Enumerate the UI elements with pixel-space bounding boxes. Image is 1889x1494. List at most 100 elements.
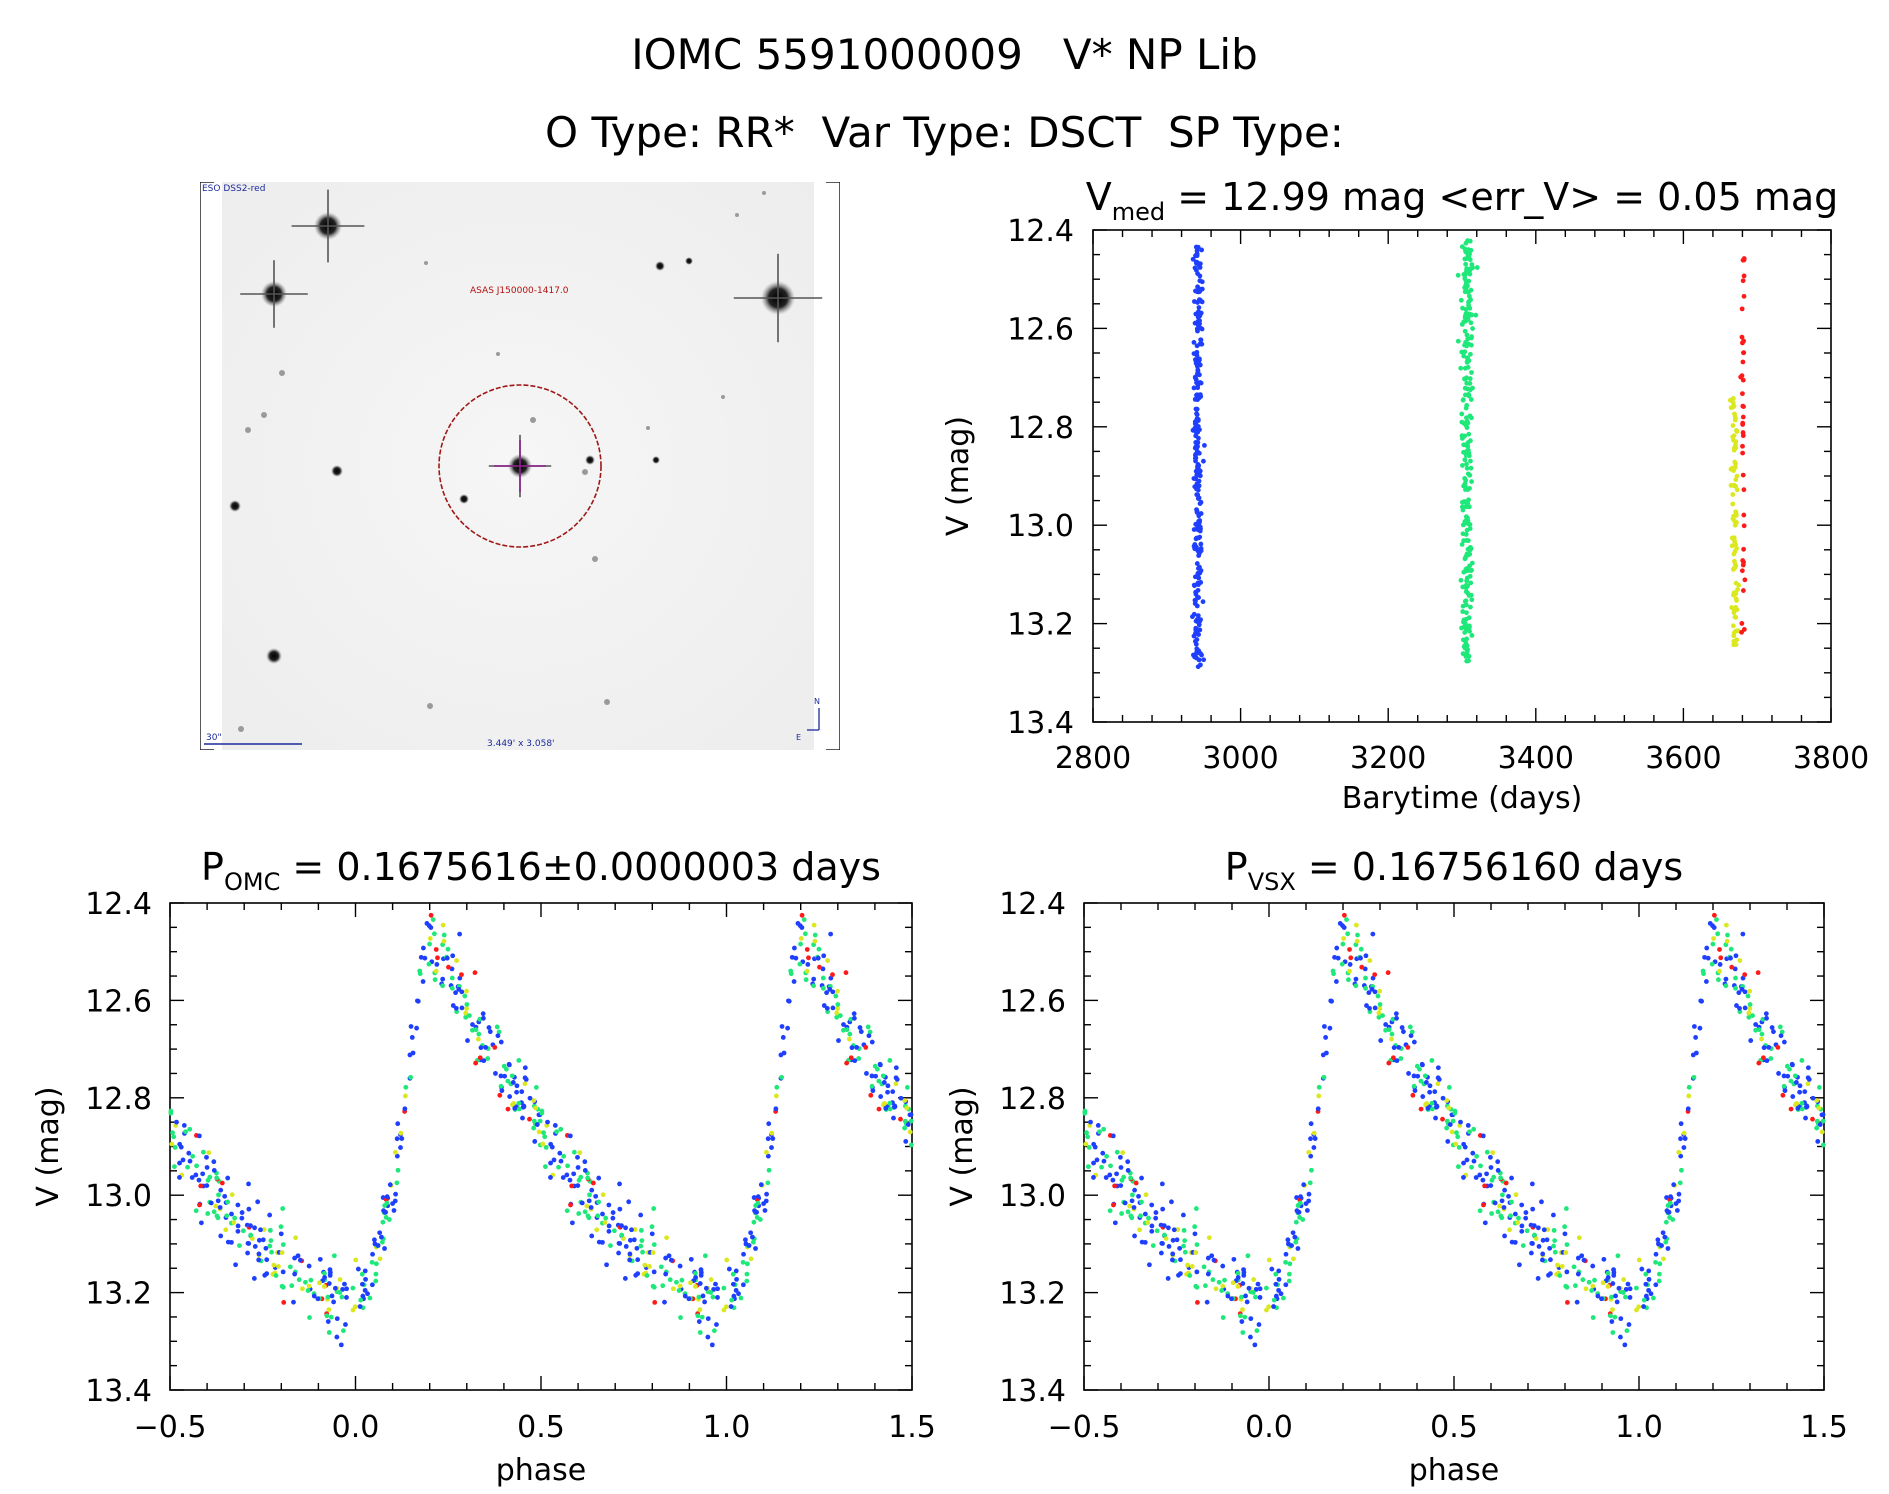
data-point xyxy=(1461,624,1467,630)
data-point xyxy=(464,988,469,994)
data-point xyxy=(1702,954,1707,960)
data-point xyxy=(1591,1286,1597,1292)
data-point xyxy=(1193,420,1199,426)
data-point xyxy=(1132,1233,1137,1239)
data-point xyxy=(1194,248,1200,254)
data-point xyxy=(890,1089,896,1095)
data-point xyxy=(1592,1277,1597,1283)
data-point xyxy=(1468,287,1474,293)
data-point xyxy=(1734,487,1740,493)
data-point xyxy=(638,1243,644,1249)
data-point xyxy=(1563,1283,1569,1289)
data-point xyxy=(531,1125,537,1131)
data-point xyxy=(1465,583,1470,589)
data-point xyxy=(753,1246,758,1251)
y-tick-label: 13.0 xyxy=(999,1179,1066,1214)
data-point xyxy=(473,1027,479,1033)
data-point xyxy=(1198,546,1204,551)
data-point xyxy=(1659,1243,1664,1248)
data-point xyxy=(1761,1057,1767,1063)
data-point xyxy=(1484,1149,1490,1155)
data-point xyxy=(1125,1159,1131,1165)
data-point xyxy=(224,1213,230,1219)
data-point xyxy=(261,1227,267,1232)
data-point xyxy=(480,1015,486,1021)
data-point xyxy=(395,1167,401,1173)
data-point xyxy=(1358,955,1363,961)
data-point xyxy=(395,1121,401,1127)
data-point xyxy=(773,1093,779,1099)
data-point xyxy=(667,1277,673,1283)
data-point xyxy=(1199,341,1205,347)
data-point xyxy=(873,1073,879,1079)
data-point xyxy=(521,1103,527,1109)
data-point xyxy=(331,1299,336,1305)
data-point xyxy=(571,1183,577,1189)
faint-star xyxy=(245,427,251,433)
data-point xyxy=(692,1269,698,1275)
data-point xyxy=(804,968,810,974)
data-point xyxy=(1605,1275,1611,1280)
data-point xyxy=(1741,350,1747,356)
data-point xyxy=(369,1282,375,1288)
data-point xyxy=(1536,1244,1542,1249)
data-point xyxy=(553,1130,558,1136)
data-point xyxy=(1471,1126,1477,1132)
data-point xyxy=(604,1262,609,1268)
data-point xyxy=(1461,319,1467,325)
data-point xyxy=(1330,968,1336,974)
data-point xyxy=(1465,420,1471,426)
data-point xyxy=(1197,273,1203,279)
data-point xyxy=(1257,1295,1263,1300)
data-point xyxy=(531,1098,537,1103)
data-point xyxy=(1303,1201,1309,1207)
data-point xyxy=(744,1271,750,1277)
data-point xyxy=(1693,1035,1699,1040)
data-point xyxy=(603,1215,609,1221)
data-point xyxy=(757,1217,763,1222)
data-point xyxy=(1372,989,1378,995)
data-point xyxy=(1731,466,1737,472)
data-point xyxy=(477,1055,483,1061)
data-point xyxy=(1739,306,1745,312)
data-point xyxy=(812,956,817,962)
data-point xyxy=(392,1198,398,1204)
data-point xyxy=(1466,624,1472,630)
data-point xyxy=(544,1123,550,1128)
data-point xyxy=(1599,1296,1604,1302)
data-point xyxy=(732,1296,737,1302)
data-point xyxy=(1248,1289,1254,1295)
data-point xyxy=(879,1081,885,1087)
data-point xyxy=(749,1234,755,1240)
data-point xyxy=(864,1071,869,1076)
data-point xyxy=(769,1132,774,1137)
data-point xyxy=(754,1215,760,1220)
data-point xyxy=(1756,1060,1762,1066)
data-point xyxy=(344,1286,349,1292)
data-point xyxy=(1739,373,1745,379)
data-point xyxy=(1714,917,1719,923)
data-point xyxy=(1193,359,1199,365)
data-point xyxy=(1465,311,1470,317)
data-point xyxy=(1334,945,1340,951)
data-point xyxy=(1741,293,1747,299)
data-point xyxy=(1732,518,1738,524)
data-point xyxy=(506,1062,512,1068)
data-point xyxy=(1358,946,1364,952)
data-point xyxy=(1745,993,1751,999)
data-point xyxy=(280,1206,286,1211)
data-point xyxy=(1463,589,1469,595)
data-point xyxy=(1503,1180,1509,1186)
data-point xyxy=(1492,1200,1498,1206)
data-point xyxy=(1463,278,1469,284)
data-point xyxy=(887,1106,893,1112)
data-point xyxy=(1444,1118,1450,1124)
data-point xyxy=(463,1014,469,1020)
data-point xyxy=(1274,1305,1279,1311)
data-point xyxy=(1524,1228,1530,1234)
data-point xyxy=(688,1256,694,1262)
data-point xyxy=(358,1297,364,1303)
data-point xyxy=(1195,580,1201,586)
data-point xyxy=(868,1092,874,1098)
data-point xyxy=(441,932,447,938)
